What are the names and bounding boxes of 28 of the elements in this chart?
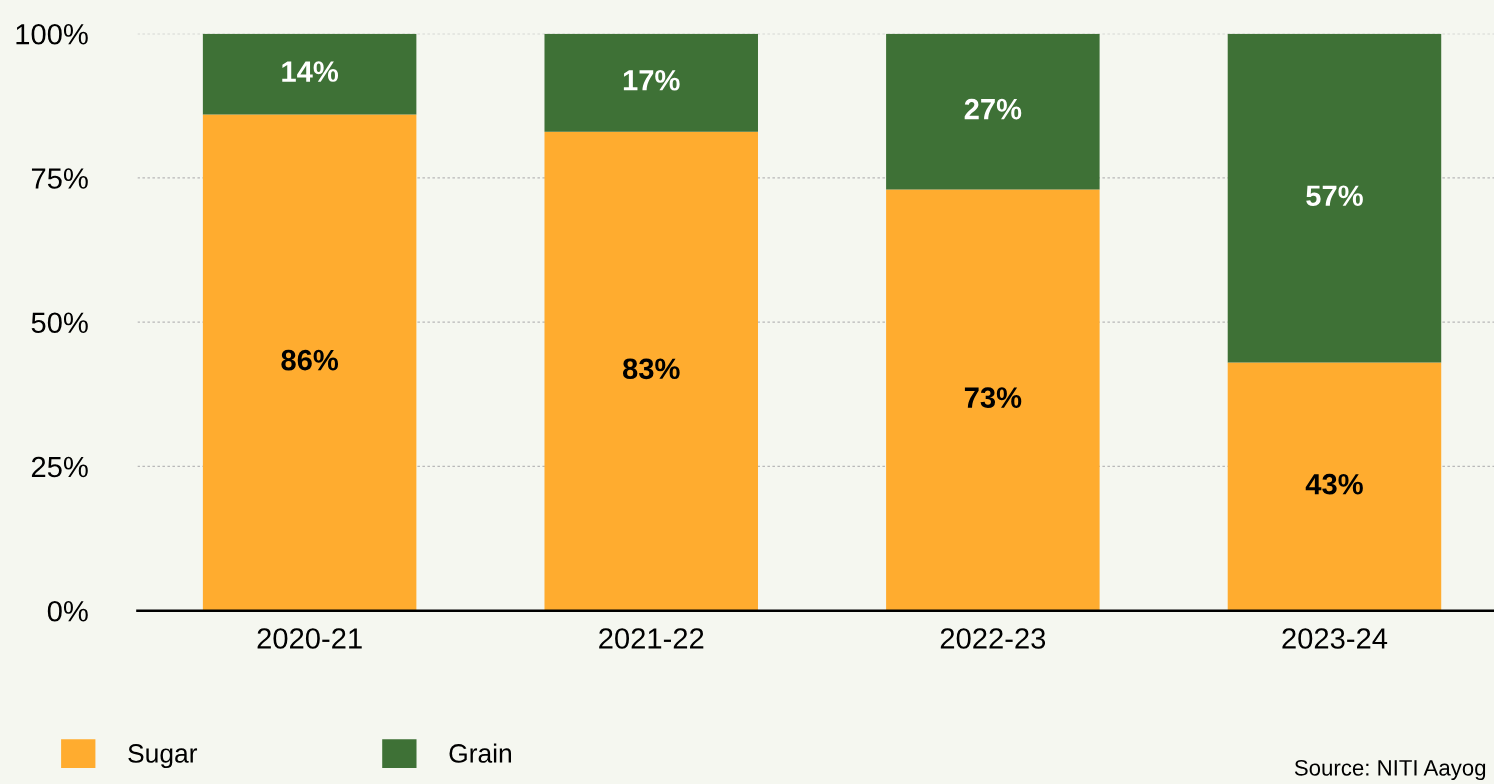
x-tick-label: 2022-23 (940, 628, 1046, 649)
text: 43% (1305, 473, 1363, 495)
text: 27% (964, 98, 1022, 120)
bar (886, 33, 1100, 190)
bar (202, 114, 417, 611)
text: 17% (623, 70, 680, 91)
text: 57% (1306, 185, 1363, 206)
x-tick-label: 2020-21 (257, 628, 362, 649)
bar (544, 131, 758, 611)
legend-label: Sugar (128, 744, 198, 769)
x-tick-label: 2021-22 (599, 628, 704, 649)
text: 83% (622, 358, 680, 380)
source-note: Source: NITI Aayog (1294, 759, 1486, 781)
y-tick-label: 0% (47, 600, 88, 622)
bar (1227, 33, 1442, 363)
bar (886, 189, 1100, 611)
y-tick-label: 100% (16, 23, 88, 45)
x-tick-label: 2023-24 (1282, 628, 1388, 649)
bar (1227, 362, 1442, 611)
bar (544, 33, 758, 132)
bar (202, 33, 417, 115)
legend-label: Grain (449, 743, 511, 763)
text: 73% (964, 387, 1022, 408)
text: 14% (282, 61, 339, 82)
text: 86% (281, 349, 339, 371)
y-tick-label: 75% (31, 168, 88, 189)
y-tick-label: 50% (31, 312, 88, 334)
y-tick-label: 25% (31, 456, 88, 478)
